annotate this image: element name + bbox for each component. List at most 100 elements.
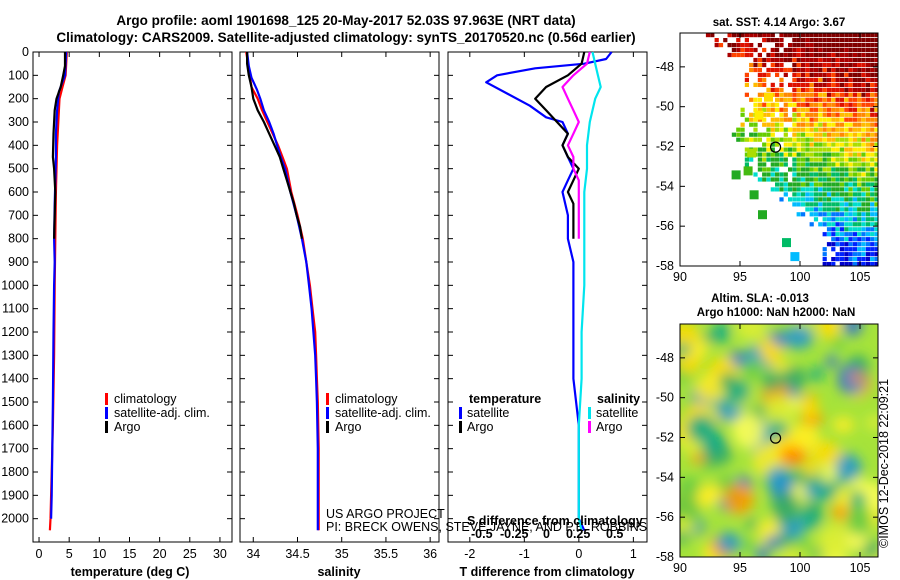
sst-cell — [844, 262, 849, 266]
sst-cell — [835, 232, 840, 237]
sst-cell — [783, 172, 788, 177]
sst-cell — [813, 177, 819, 182]
sst-cell — [775, 137, 780, 142]
sst-cell — [740, 47, 745, 53]
sst-cell — [861, 147, 866, 152]
series-line-temperature-argo — [534, 51, 586, 239]
sst-cell — [835, 67, 840, 73]
sst-cell — [805, 102, 810, 107]
sst-cell — [809, 167, 814, 172]
sst-cell — [714, 43, 719, 48]
sst-cell — [857, 77, 862, 82]
sst-cell — [783, 177, 788, 182]
sst-cell — [835, 132, 840, 137]
map-x-tick-label: 90 — [673, 561, 687, 575]
sst-cell — [844, 167, 849, 172]
sst-cell — [792, 92, 797, 97]
sst-cell — [844, 92, 849, 97]
sla-blob — [680, 492, 701, 524]
sst-cell — [874, 227, 878, 232]
sst-cell — [805, 117, 810, 122]
sst-cell — [826, 112, 832, 117]
sla-blob — [779, 366, 808, 389]
sst-cell — [792, 132, 797, 137]
sst-cell — [809, 112, 814, 117]
sst-cell — [870, 122, 875, 127]
sst-cell — [822, 33, 827, 38]
sla-blob — [686, 414, 717, 443]
sst-cell — [775, 97, 780, 102]
sst-cell — [779, 137, 784, 142]
sst-cell — [861, 38, 866, 43]
x-tick-label: 30 — [213, 547, 227, 561]
sst-cell — [835, 137, 840, 142]
sst-cell — [835, 122, 840, 127]
salinity-xlabel: salinity — [317, 565, 360, 579]
sst-cell — [835, 92, 840, 97]
sst-cell — [848, 52, 853, 58]
sst-cell — [848, 222, 853, 227]
sst-cell — [770, 152, 775, 157]
sst-cell — [865, 72, 870, 77]
sst-cell — [861, 97, 866, 102]
sst-cell — [826, 102, 832, 107]
sst-cell — [865, 262, 870, 266]
sst-cell — [736, 52, 741, 58]
sst-cell — [813, 152, 819, 157]
sst-cell — [852, 222, 857, 227]
sla-blob — [779, 533, 793, 548]
sst-cell — [826, 127, 832, 132]
sst-cell — [861, 77, 866, 82]
sst-cell — [788, 137, 793, 142]
sst-cell — [874, 212, 878, 217]
map-y-tick-label: -56 — [656, 219, 674, 233]
sst-cell — [749, 112, 754, 117]
sst-cell — [844, 222, 849, 227]
sst-cell — [835, 102, 840, 107]
sst-cell — [826, 67, 832, 73]
sla-blob — [800, 396, 819, 420]
sst-cell — [844, 82, 849, 87]
sla-blob — [694, 374, 724, 402]
sst-cell — [775, 43, 780, 48]
legend-label-sal-satellite: satellite — [596, 406, 638, 420]
sst-cell — [792, 177, 797, 182]
sst-cell — [852, 87, 857, 92]
sst-cell — [852, 57, 857, 63]
legend-label-satellite: satellite-adj. clim. — [114, 406, 210, 420]
sst-cell — [835, 192, 840, 197]
sst-cell — [801, 57, 806, 63]
sst-cell — [848, 97, 853, 102]
sst-cell — [870, 217, 875, 222]
sst-cell — [848, 112, 853, 117]
sst-cell — [801, 52, 806, 58]
sst-cell — [749, 47, 754, 53]
map-y-tick-label: -50 — [656, 100, 674, 114]
sst-cell — [835, 212, 840, 217]
sst-cell — [809, 157, 814, 162]
sst-cell — [749, 117, 754, 122]
sst-cell — [796, 182, 801, 187]
sst-cell — [736, 33, 741, 38]
sst-cell — [809, 222, 814, 227]
sst-cell — [801, 92, 806, 97]
sst-cell — [801, 202, 806, 207]
sst-cell — [813, 197, 819, 202]
sst-cell — [852, 137, 857, 142]
temperature-xlabel: temperature (deg C) — [71, 565, 190, 579]
sst-cell — [870, 172, 875, 177]
sst-cell — [831, 177, 836, 182]
sst-cell — [861, 47, 866, 53]
sst-cell — [766, 52, 771, 58]
sst-cell — [762, 112, 767, 117]
sst-cell — [826, 57, 832, 63]
sst-cell — [813, 202, 819, 207]
sst-cell — [809, 192, 814, 197]
sst-cell — [848, 122, 853, 127]
sst-cell — [865, 197, 870, 202]
sst-cell — [818, 222, 823, 227]
sst-cell — [874, 33, 878, 38]
sst-cell — [865, 38, 870, 43]
sst-cell — [831, 257, 836, 262]
sst-cell — [857, 117, 862, 122]
